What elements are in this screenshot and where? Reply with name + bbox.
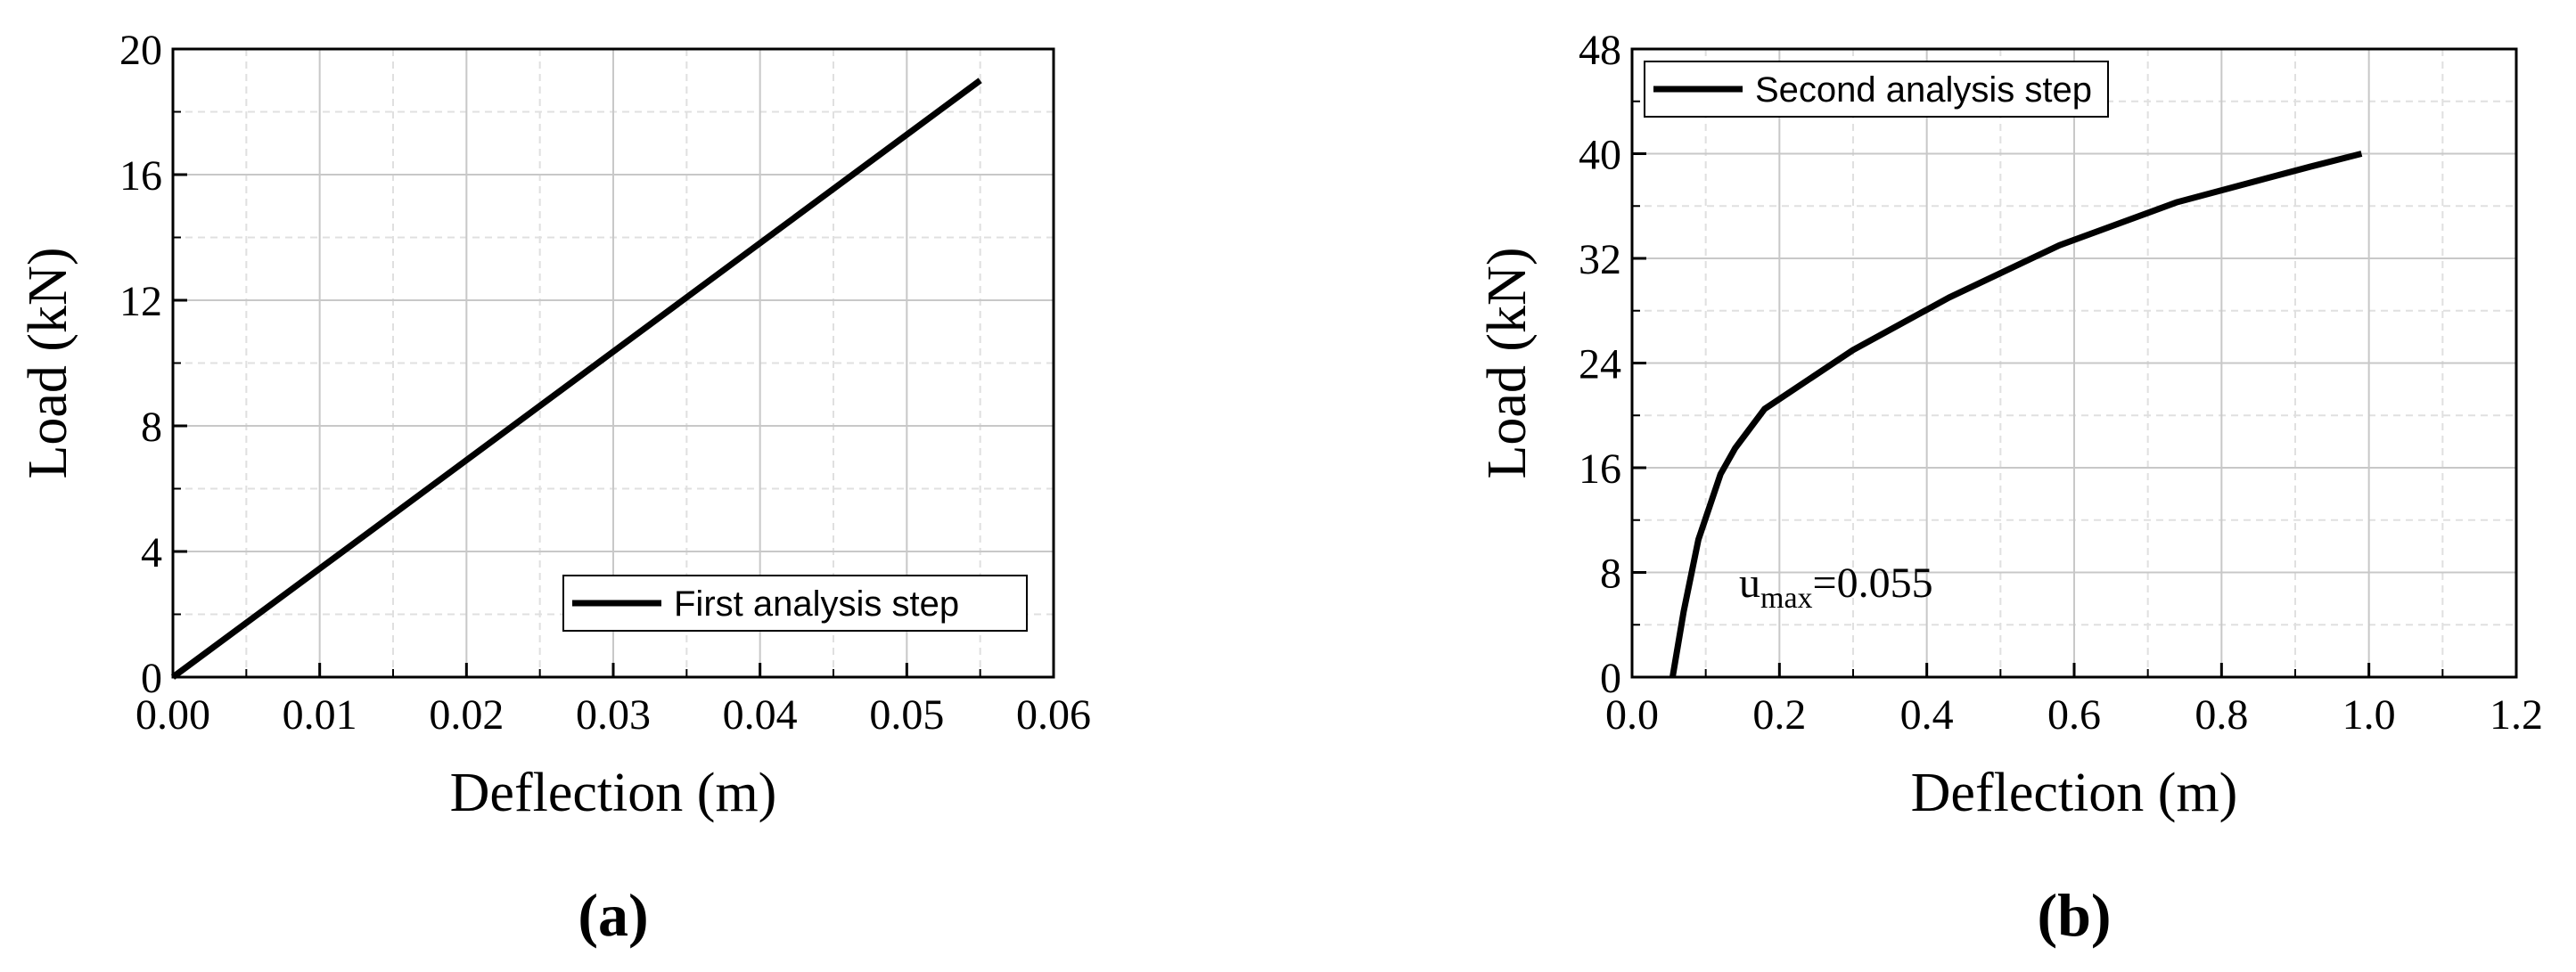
y-tick-label: 8 <box>141 404 162 451</box>
annotation: umax=0.055 <box>1739 560 1933 615</box>
y-tick-label: 48 <box>1579 27 1621 74</box>
x-axis-title: Deflection (m) <box>450 763 777 823</box>
x-tick-label: 0.06 <box>1016 691 1091 739</box>
x-tick-label: 0.6 <box>2047 691 2101 739</box>
x-tick-label: 0.03 <box>576 691 651 739</box>
y-tick-label: 40 <box>1579 132 1621 179</box>
x-tick-label: 1.2 <box>2490 691 2543 739</box>
x-tick-label: 0.8 <box>2195 691 2248 739</box>
x-tick-label: 0.4 <box>1900 691 1954 739</box>
legend-label: First analysis step <box>674 584 959 624</box>
y-tick-label: 20 <box>119 27 162 74</box>
plot-frame <box>1630 47 2518 679</box>
y-tick-label: 24 <box>1579 341 1621 388</box>
x-tick-label: 0.00 <box>135 691 210 739</box>
y-axis-title: Load (kN) <box>18 248 78 479</box>
data-line <box>1669 151 2363 678</box>
y-tick-label: 16 <box>1579 445 1621 493</box>
x-tick-label: 0.02 <box>429 691 504 739</box>
x-tick-label: 0.01 <box>283 691 357 739</box>
annotation-text: u <box>1739 560 1760 607</box>
plot-frame <box>171 47 1055 679</box>
x-tick-label: 0.0 <box>1605 691 1659 739</box>
legend: Second analysis step <box>1644 61 2109 118</box>
y-tick-label: 4 <box>141 529 162 576</box>
x-tick-label: 1.0 <box>2342 691 2396 739</box>
y-tick-label: 12 <box>119 278 162 325</box>
y-tick-label: 8 <box>1600 551 1621 598</box>
x-axis-title: Deflection (m) <box>1911 763 2238 823</box>
x-tick-label: 0.2 <box>1752 691 1806 739</box>
annotation-suffix: =0.055 <box>1813 560 1933 607</box>
caption: (a) <box>578 881 648 949</box>
y-tick-label: 16 <box>119 152 162 200</box>
data-line <box>170 78 982 680</box>
y-axis-title: Load (kN) <box>1477 248 1538 479</box>
y-tick-label: 0 <box>141 655 162 702</box>
annotation-subscript: max <box>1760 582 1813 615</box>
y-tick-label: 0 <box>1600 655 1621 702</box>
legend: First analysis step <box>562 575 1028 632</box>
legend-label: Second analysis step <box>1755 70 2092 110</box>
x-tick-label: 0.04 <box>723 691 798 739</box>
caption: (b) <box>2037 881 2111 949</box>
x-tick-label: 0.05 <box>869 691 944 739</box>
y-tick-label: 32 <box>1579 236 1621 283</box>
